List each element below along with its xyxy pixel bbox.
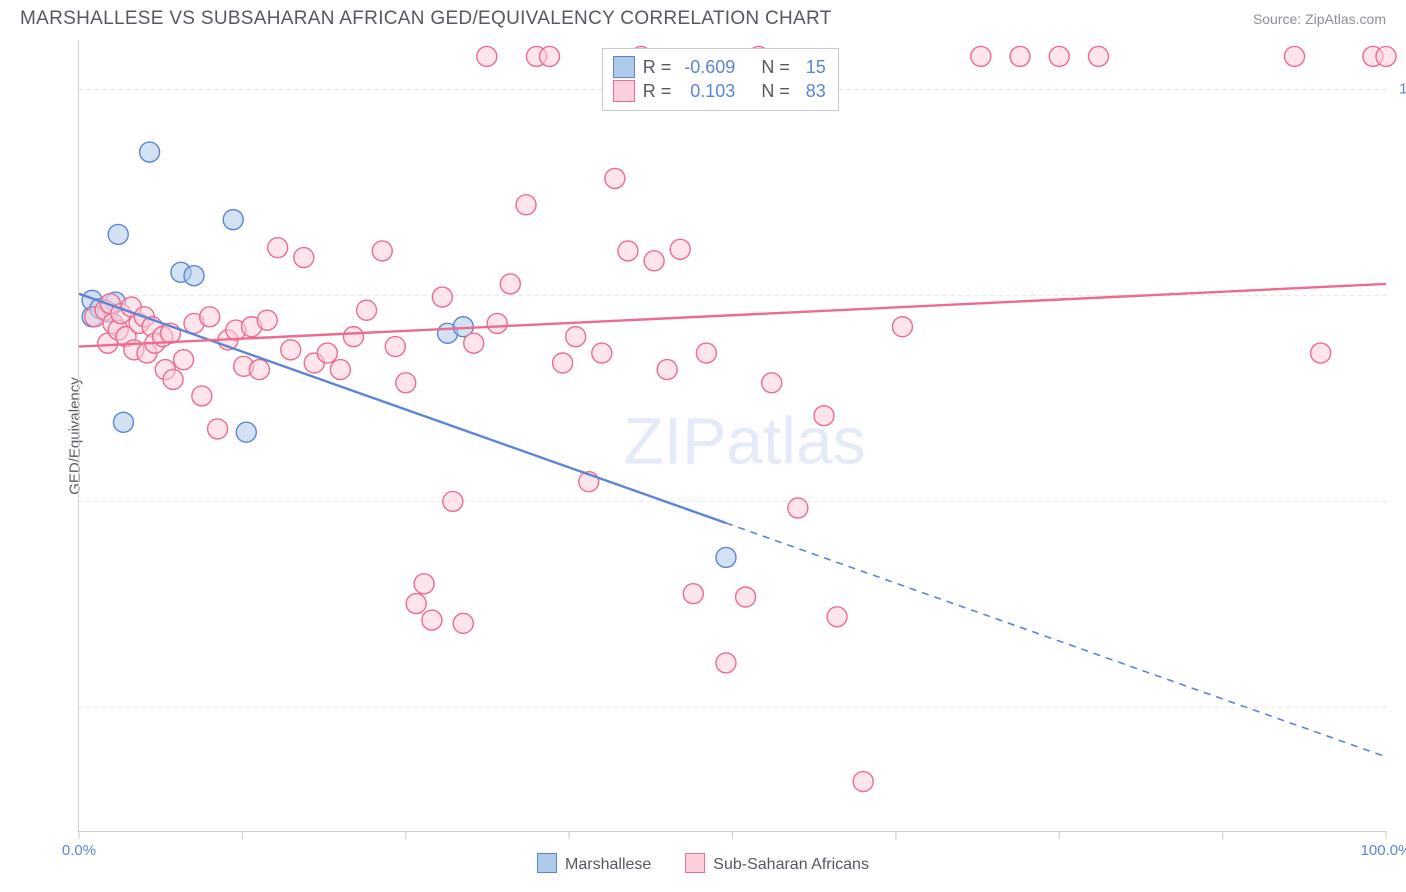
subsaharan-point xyxy=(618,241,638,261)
subsaharan-point xyxy=(670,239,690,259)
subsaharan-point xyxy=(696,343,716,363)
subsaharan-point xyxy=(487,313,507,333)
x-tick-label: 100.0% xyxy=(1361,842,1406,859)
subsaharan-point xyxy=(249,360,269,380)
subsaharan-point xyxy=(1049,46,1069,66)
subsaharan-point xyxy=(317,343,337,363)
corr-N-value: 15 xyxy=(798,55,826,79)
subsaharan-point xyxy=(396,373,416,393)
correlation-box: R = -0.609 N = 15 R = 0.103 N = 83 xyxy=(602,48,839,111)
legend-label: Marshallese xyxy=(565,856,651,873)
corr-N-label: N = xyxy=(761,55,790,79)
subsaharan-point xyxy=(736,587,756,607)
chart-area: GED/Equivalency ZIPatlas R =-0.609N =15R… xyxy=(20,40,1386,832)
chart-title: MARSHALLESE VS SUBSAHARAN AFRICAN GED/EQ… xyxy=(20,8,832,30)
subsaharan-point xyxy=(716,653,736,673)
legend-swatch xyxy=(537,853,557,873)
legend-label: Sub-Saharan Africans xyxy=(713,856,869,873)
corr-R-value: 0.103 xyxy=(679,79,735,103)
subsaharan-point xyxy=(414,574,434,594)
subsaharan-point xyxy=(343,327,363,347)
subsaharan-point xyxy=(432,287,452,307)
subsaharan-point xyxy=(294,248,314,268)
subsaharan-point xyxy=(281,340,301,360)
subsaharan-point xyxy=(385,337,405,357)
plot-area: ZIPatlas R =-0.609N =15R =0.103N =83 62.… xyxy=(78,40,1386,832)
marshallese-trendline-extrapolated xyxy=(726,523,1386,757)
subsaharan-point xyxy=(853,772,873,792)
marshallese-point xyxy=(113,412,133,432)
marshallese-point xyxy=(236,422,256,442)
subsaharan-point xyxy=(892,317,912,337)
bottom-legend: Marshallese Sub-Saharan Africans xyxy=(537,853,869,874)
subsaharan-point xyxy=(1010,46,1030,66)
subsaharan-point xyxy=(814,406,834,426)
legend-item-marshallese: Marshallese xyxy=(537,853,651,874)
subsaharan-point xyxy=(566,327,586,347)
legend-item-subsaharan: Sub-Saharan Africans xyxy=(685,853,869,874)
subsaharan-point xyxy=(443,491,463,511)
subsaharan-point xyxy=(553,353,573,373)
corr-swatch xyxy=(613,80,635,102)
subsaharan-point xyxy=(592,343,612,363)
subsaharan-point xyxy=(644,251,664,271)
subsaharan-point xyxy=(330,360,350,380)
y-tick-label: 100.0% xyxy=(1399,81,1406,98)
subsaharan-point xyxy=(257,310,277,330)
subsaharan-point xyxy=(372,241,392,261)
subsaharan-point xyxy=(268,238,288,258)
subsaharan-point xyxy=(422,610,442,630)
corr-R-label: R = xyxy=(643,55,672,79)
subsaharan-point xyxy=(464,333,484,353)
subsaharan-point xyxy=(357,300,377,320)
legend-swatch xyxy=(685,853,705,873)
subsaharan-point xyxy=(683,584,703,604)
subsaharan-point xyxy=(163,369,183,389)
subsaharan-point xyxy=(605,168,625,188)
marshallese-trendline xyxy=(79,294,726,523)
corr-N-value: 83 xyxy=(798,79,826,103)
subsaharan-point xyxy=(788,498,808,518)
corr-R-label: R = xyxy=(643,79,672,103)
subsaharan-point xyxy=(1311,343,1331,363)
corr-R-value: -0.609 xyxy=(679,55,735,79)
subsaharan-point xyxy=(500,274,520,294)
subsaharan-point xyxy=(971,46,991,66)
subsaharan-point xyxy=(477,46,497,66)
marshallese-point xyxy=(140,142,160,162)
corr-row-marshallese: R = -0.609 N = 15 xyxy=(613,55,826,79)
subsaharan-point xyxy=(406,594,426,614)
source-label: Source: ZipAtlas.com xyxy=(1253,11,1386,27)
subsaharan-point xyxy=(516,195,536,215)
corr-N-label: N = xyxy=(761,79,790,103)
subsaharan-point xyxy=(1088,46,1108,66)
subsaharan-point xyxy=(200,307,220,327)
marshallese-point xyxy=(223,210,243,230)
subsaharan-point xyxy=(174,350,194,370)
marshallese-point xyxy=(108,224,128,244)
marshallese-point xyxy=(184,266,204,286)
subsaharan-point xyxy=(192,386,212,406)
plot-svg xyxy=(79,40,1386,831)
corr-row-subsaharan: R = 0.103 N = 83 xyxy=(613,79,826,103)
subsaharan-point xyxy=(453,613,473,633)
subsaharan-point xyxy=(540,46,560,66)
subsaharan-point xyxy=(657,360,677,380)
subsaharan-point xyxy=(762,373,782,393)
subsaharan-point xyxy=(1376,46,1396,66)
subsaharan-point xyxy=(827,607,847,627)
marshallese-point xyxy=(716,547,736,567)
subsaharan-point xyxy=(1285,46,1305,66)
subsaharan-point xyxy=(208,419,228,439)
corr-swatch xyxy=(613,56,635,78)
x-tick-label: 0.0% xyxy=(62,842,96,859)
